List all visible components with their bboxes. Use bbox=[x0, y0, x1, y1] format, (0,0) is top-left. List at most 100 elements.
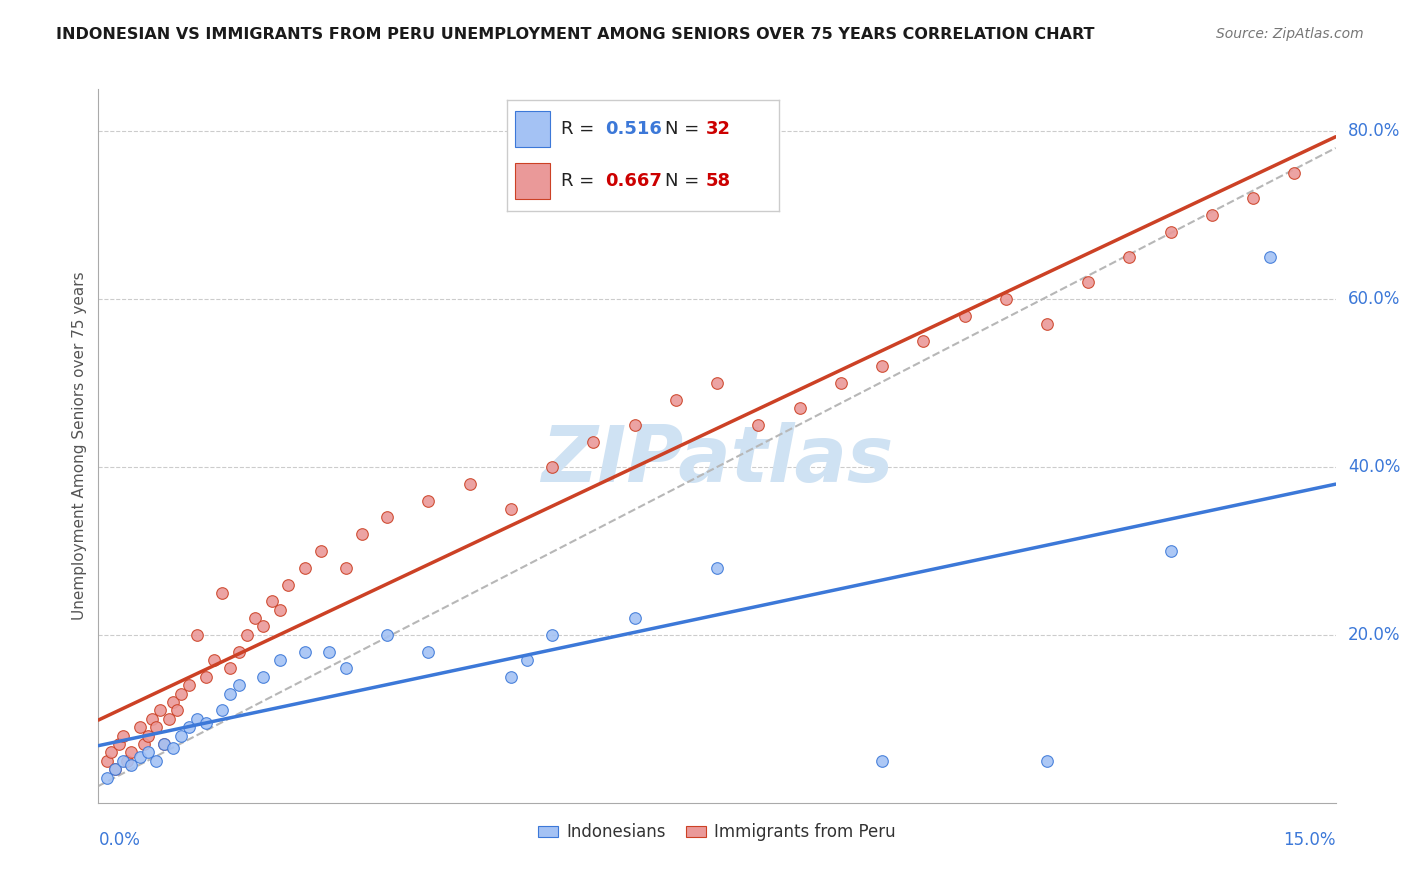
Text: 20.0%: 20.0% bbox=[1348, 626, 1400, 644]
Point bbox=[157, 712, 180, 726]
Point bbox=[318, 645, 340, 659]
Point bbox=[277, 577, 299, 591]
Point bbox=[219, 661, 242, 675]
Point bbox=[179, 720, 201, 734]
Point bbox=[194, 716, 217, 731]
Point bbox=[375, 510, 398, 524]
Point bbox=[623, 417, 645, 432]
Point bbox=[108, 737, 131, 751]
Point bbox=[912, 334, 935, 348]
Point bbox=[170, 687, 193, 701]
Point bbox=[1036, 754, 1059, 768]
Point bbox=[1036, 318, 1059, 332]
Point bbox=[228, 678, 250, 692]
Point bbox=[153, 737, 176, 751]
Point bbox=[112, 754, 135, 768]
Point bbox=[128, 749, 150, 764]
Point bbox=[830, 376, 852, 390]
Point bbox=[352, 527, 374, 541]
Point bbox=[170, 729, 193, 743]
Point bbox=[665, 392, 688, 407]
Point bbox=[294, 560, 316, 574]
Point bbox=[128, 720, 150, 734]
Point bbox=[117, 754, 139, 768]
Point bbox=[219, 687, 242, 701]
Point bbox=[1118, 250, 1140, 264]
Text: 80.0%: 80.0% bbox=[1348, 122, 1400, 140]
Point bbox=[194, 670, 217, 684]
Point bbox=[211, 586, 233, 600]
Point bbox=[418, 493, 440, 508]
Point bbox=[516, 653, 538, 667]
Point bbox=[104, 762, 127, 776]
Point bbox=[623, 611, 645, 625]
Point bbox=[1077, 275, 1099, 289]
Point bbox=[458, 476, 481, 491]
Text: 15.0%: 15.0% bbox=[1284, 831, 1336, 849]
Point bbox=[1160, 225, 1182, 239]
Point bbox=[269, 603, 291, 617]
Point bbox=[162, 695, 184, 709]
Point bbox=[120, 746, 142, 760]
Point bbox=[1241, 191, 1264, 205]
Point bbox=[1201, 208, 1223, 222]
Point bbox=[1258, 250, 1281, 264]
Point bbox=[418, 645, 440, 659]
Text: 0.0%: 0.0% bbox=[98, 831, 141, 849]
Text: 40.0%: 40.0% bbox=[1348, 458, 1400, 476]
Point bbox=[499, 670, 522, 684]
Point bbox=[136, 729, 159, 743]
Text: ZIPatlas: ZIPatlas bbox=[541, 422, 893, 499]
Point bbox=[994, 292, 1017, 306]
Point bbox=[706, 560, 728, 574]
Point bbox=[186, 712, 208, 726]
Point bbox=[186, 628, 208, 642]
Point bbox=[112, 729, 135, 743]
Point bbox=[252, 670, 274, 684]
Point bbox=[260, 594, 283, 608]
Text: 60.0%: 60.0% bbox=[1348, 290, 1400, 308]
Point bbox=[179, 678, 201, 692]
Point bbox=[1284, 166, 1306, 180]
Point bbox=[870, 359, 893, 374]
Y-axis label: Unemployment Among Seniors over 75 years: Unemployment Among Seniors over 75 years bbox=[72, 272, 87, 620]
Point bbox=[211, 703, 233, 717]
Point bbox=[335, 560, 357, 574]
Point bbox=[132, 737, 155, 751]
Point bbox=[747, 417, 769, 432]
Point bbox=[236, 628, 259, 642]
Point bbox=[96, 771, 118, 785]
Point bbox=[309, 544, 332, 558]
Point bbox=[953, 309, 976, 323]
Point bbox=[104, 762, 127, 776]
Text: INDONESIAN VS IMMIGRANTS FROM PERU UNEMPLOYMENT AMONG SENIORS OVER 75 YEARS CORR: INDONESIAN VS IMMIGRANTS FROM PERU UNEMP… bbox=[56, 27, 1095, 42]
Point bbox=[136, 746, 159, 760]
Point bbox=[582, 434, 605, 449]
Point bbox=[162, 741, 184, 756]
Point bbox=[149, 703, 172, 717]
Point bbox=[120, 758, 142, 772]
Point bbox=[145, 720, 167, 734]
Point bbox=[269, 653, 291, 667]
Point bbox=[789, 401, 811, 416]
Point bbox=[870, 754, 893, 768]
Point bbox=[153, 737, 176, 751]
Point bbox=[335, 661, 357, 675]
Point bbox=[243, 611, 266, 625]
Point bbox=[166, 703, 188, 717]
Point bbox=[145, 754, 167, 768]
Point bbox=[202, 653, 225, 667]
Point bbox=[706, 376, 728, 390]
Point bbox=[541, 628, 564, 642]
Point bbox=[100, 746, 122, 760]
Point bbox=[294, 645, 316, 659]
Point bbox=[375, 628, 398, 642]
Point bbox=[541, 460, 564, 475]
Point bbox=[228, 645, 250, 659]
Point bbox=[499, 502, 522, 516]
Text: Source: ZipAtlas.com: Source: ZipAtlas.com bbox=[1216, 27, 1364, 41]
Point bbox=[96, 754, 118, 768]
Point bbox=[141, 712, 163, 726]
Point bbox=[252, 619, 274, 633]
Legend: Indonesians, Immigrants from Peru: Indonesians, Immigrants from Peru bbox=[531, 817, 903, 848]
